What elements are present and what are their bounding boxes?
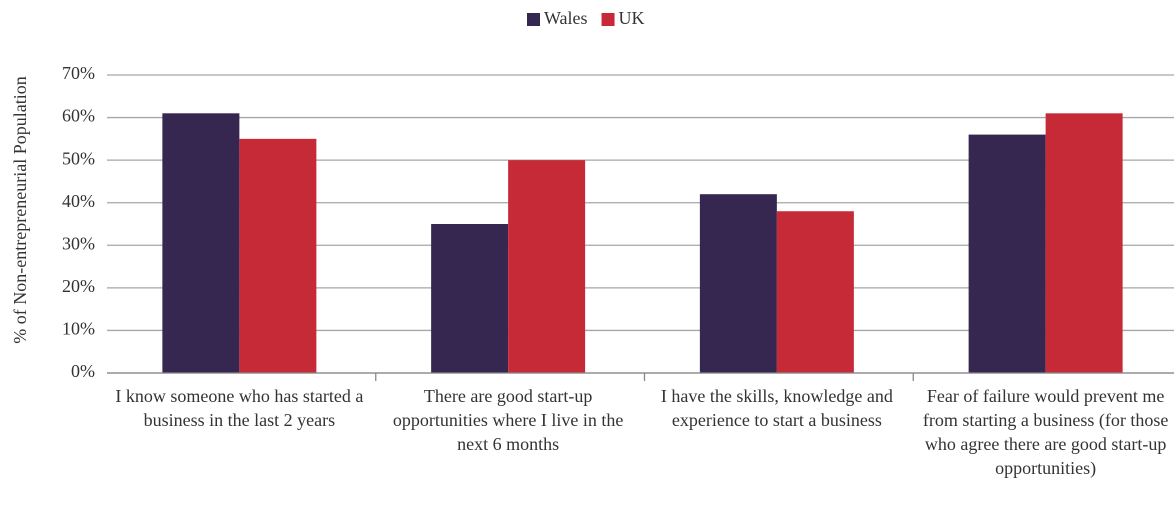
- bar: [162, 113, 240, 374]
- bar: [508, 160, 586, 373]
- bar: [968, 134, 1046, 373]
- y-tick-label: 10%: [62, 319, 95, 339]
- y-tick-label: 0%: [71, 361, 95, 381]
- x-tick-label: There are good start-up opportunities wh…: [392, 386, 624, 454]
- y-tick-label: 40%: [62, 191, 95, 211]
- legend-swatch: [601, 13, 615, 26]
- y-tick-label: 60%: [62, 106, 95, 126]
- y-tick-label: 20%: [62, 276, 95, 296]
- x-tick-label: Fear of failure would prevent me from st…: [922, 386, 1169, 478]
- legend-label: UK: [619, 8, 645, 28]
- x-tick-label: I know someone who has started a busines…: [115, 386, 364, 430]
- x-tick-label: I have the skills, knowledge and experie…: [660, 386, 893, 430]
- y-tick-label: 50%: [62, 148, 95, 168]
- legend-swatch: [527, 13, 540, 26]
- bar: [699, 194, 777, 373]
- bar: [431, 224, 509, 373]
- legend-label: Wales: [544, 8, 588, 28]
- y-axis-label: % of Non-entrepreneurial Population: [10, 76, 30, 343]
- y-tick-label: 30%: [62, 233, 95, 253]
- bar: [776, 211, 854, 373]
- y-tick-label: 70%: [62, 63, 95, 83]
- bar: [239, 138, 317, 373]
- bar: [1045, 113, 1123, 374]
